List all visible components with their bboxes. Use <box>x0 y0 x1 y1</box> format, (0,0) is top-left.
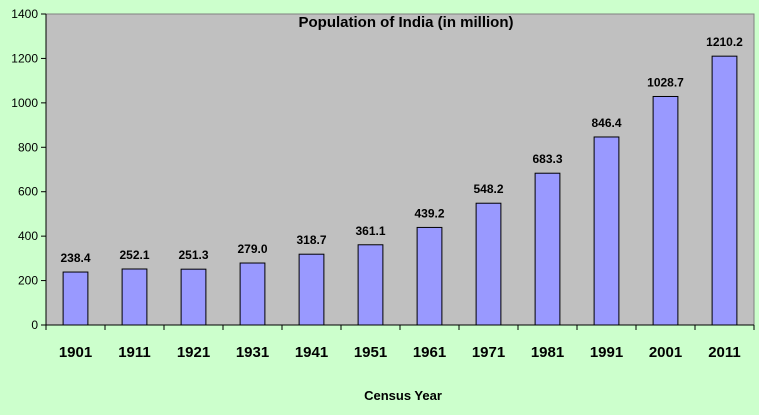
x-tick-label-1971: 1971 <box>472 344 505 361</box>
bar-value-label-2001: 1028.7 <box>647 75 684 89</box>
chart-title: Population of India (in million) <box>299 14 514 31</box>
x-tick-label-1911: 1911 <box>118 344 151 361</box>
plot-area <box>45 13 755 326</box>
bar-value-label-1931: 279.0 <box>237 242 267 256</box>
bar-1921 <box>180 268 207 326</box>
bar-value-label-1921: 251.3 <box>178 248 208 262</box>
x-tick-label-1941: 1941 <box>295 344 328 361</box>
bar-1901 <box>62 271 89 326</box>
bar-value-label-1911: 252.1 <box>119 248 149 262</box>
bar-value-label-1961: 439.2 <box>414 206 444 220</box>
x-tick-label-2001: 2001 <box>649 344 682 361</box>
y-tick-label: 1400 <box>11 7 38 21</box>
bar-1961 <box>416 226 443 326</box>
bar-1911 <box>121 268 148 326</box>
x-axis-title: Census Year <box>364 388 442 403</box>
x-tick-label-1961: 1961 <box>413 344 446 361</box>
bar-value-label-1981: 683.3 <box>532 152 562 166</box>
x-tick-label-1951: 1951 <box>354 344 387 361</box>
x-tick-label-1991: 1991 <box>590 344 623 361</box>
bar-1941 <box>298 253 325 326</box>
x-tick-label-1901: 1901 <box>59 344 92 361</box>
bar-value-label-1901: 238.4 <box>60 251 90 265</box>
bar-1981 <box>534 172 561 326</box>
y-tick-label: 800 <box>18 140 38 154</box>
x-tick-label-1981: 1981 <box>531 344 564 361</box>
bar-2001 <box>652 95 679 326</box>
bar-value-labels: 238.4 252.1 251.3 279.0 318.7 361.1 439.2 548.2… <box>60 35 743 265</box>
bar-value-label-1991: 846.4 <box>591 116 621 130</box>
bar-value-label-2011: 1210.2 <box>706 35 743 49</box>
bar-1951 <box>357 244 384 326</box>
x-tick-label-2011: 2011 <box>708 344 741 361</box>
bar-value-label-1941: 318.7 <box>296 233 326 247</box>
y-tick-label: 1200 <box>11 51 38 65</box>
x-tick-label-1921: 1921 <box>177 344 210 361</box>
y-axis: 0 200 400 600 800 1000 1200 1400 <box>11 7 47 332</box>
x-tick-label-1931: 1931 <box>236 344 269 361</box>
bars-group <box>62 55 738 326</box>
y-tick-label: 600 <box>18 185 38 199</box>
y-tick-label: 0 <box>31 318 38 332</box>
bar-1991 <box>593 136 620 326</box>
bar-1931 <box>239 262 266 326</box>
y-tick-label: 1000 <box>11 96 38 110</box>
bar-2011 <box>711 55 738 326</box>
x-axis: 1901 1911 1921 1931 1941 1951 1961 1971 1981 1991… <box>45 324 755 361</box>
bar-1971 <box>475 202 502 326</box>
bar-value-label-1951: 361.1 <box>355 224 385 238</box>
y-tick-label: 200 <box>18 274 38 288</box>
bar-value-label-1971: 548.2 <box>473 182 503 196</box>
y-tick-label: 400 <box>18 229 38 243</box>
